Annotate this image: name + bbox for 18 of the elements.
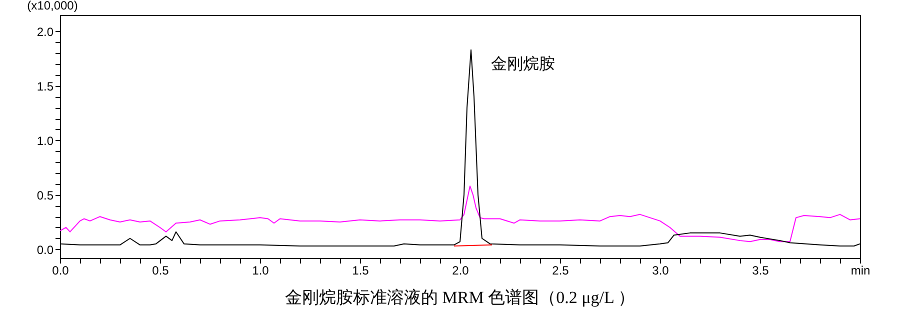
y-axis-title: (x10,000) bbox=[27, 0, 78, 12]
y-tick-label: 0.0 bbox=[36, 242, 54, 257]
x-tick-label: min bbox=[850, 264, 870, 278]
x-tick-label: 3.0 bbox=[652, 264, 670, 278]
x-tick-label: 0.0 bbox=[52, 264, 70, 278]
x-tick-label: 0.5 bbox=[152, 264, 170, 278]
annotation: 金刚烷胺 bbox=[491, 54, 555, 73]
y-tick-label: 2.0 bbox=[36, 24, 54, 39]
x-tick-label: 2.5 bbox=[552, 264, 570, 278]
y-tick-label: 0.5 bbox=[36, 188, 54, 202]
x-tick-label: 1.5 bbox=[352, 264, 370, 278]
line-series bbox=[60, 186, 860, 242]
y-tick-label: 1.5 bbox=[36, 79, 54, 94]
text: 金刚烷胺标准溶液的 MRM 色谱图（0.2 μg/L ） bbox=[285, 288, 635, 307]
y-tick-label: 1.0 bbox=[36, 134, 54, 148]
x-tick-label: 3.5 bbox=[752, 264, 770, 278]
x-tick-label: 2.0 bbox=[452, 264, 470, 278]
x-tick-label: 1.0 bbox=[252, 264, 270, 278]
